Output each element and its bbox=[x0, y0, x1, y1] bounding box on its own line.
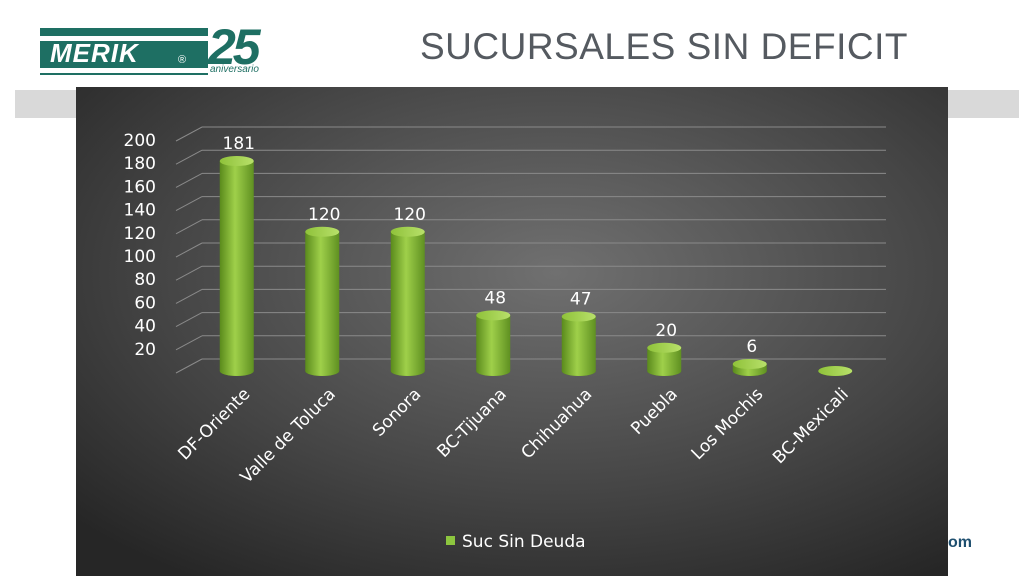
y-tick-label: 140 bbox=[124, 201, 156, 221]
data-label: 6 bbox=[746, 337, 757, 357]
grid-line bbox=[175, 172, 203, 188]
bar bbox=[561, 316, 596, 371]
logo-stripe bbox=[40, 68, 208, 73]
bar-bottom bbox=[305, 366, 340, 376]
data-label: 48 bbox=[484, 288, 506, 308]
bar bbox=[647, 347, 682, 371]
grid-line bbox=[175, 242, 203, 258]
logo-stripe bbox=[40, 36, 208, 41]
bar-top bbox=[561, 311, 596, 322]
logo-text: MERIK bbox=[50, 38, 139, 68]
bar-top bbox=[476, 310, 511, 321]
grid-line bbox=[175, 149, 203, 165]
grid-line bbox=[175, 288, 203, 304]
data-label: 120 bbox=[394, 205, 426, 225]
chart-background bbox=[76, 87, 948, 576]
data-label: 20 bbox=[655, 321, 677, 341]
y-tick-label: 100 bbox=[124, 247, 156, 267]
bar-bottom bbox=[390, 366, 425, 376]
logo-box: MERIK ® bbox=[40, 28, 208, 75]
y-tick-label: 20 bbox=[134, 340, 156, 360]
y-tick-label: 180 bbox=[124, 154, 156, 174]
bar-bottom bbox=[647, 366, 682, 376]
logo-subtitle: aniversario bbox=[210, 64, 259, 75]
legend-label: Suc Sin Deuda bbox=[462, 532, 586, 552]
y-tick-label: 200 bbox=[124, 131, 156, 151]
page-title: SUCURSALES SIN DEFICIT bbox=[420, 26, 908, 67]
bar bbox=[305, 231, 340, 371]
chart-panel: 20 40 60 80 100 120 140 160 180 200 181 120 120 48 47… bbox=[76, 87, 948, 576]
grid-line bbox=[175, 126, 203, 142]
registered-mark: ® bbox=[178, 54, 187, 66]
bar bbox=[390, 231, 425, 371]
bar-top bbox=[732, 359, 767, 370]
grid-line bbox=[175, 265, 203, 281]
y-tick-label: 40 bbox=[134, 317, 156, 337]
bar-bottom bbox=[219, 366, 254, 376]
logo-number: 25 bbox=[208, 19, 261, 75]
y-tick-label: 160 bbox=[124, 177, 156, 197]
bar-bottom bbox=[476, 366, 511, 376]
data-label: 120 bbox=[308, 205, 340, 225]
bar-bottom bbox=[561, 366, 596, 376]
bar-top bbox=[647, 342, 682, 353]
bar bbox=[476, 315, 511, 371]
footer-text: om bbox=[948, 534, 972, 551]
grid-line bbox=[175, 312, 203, 328]
merik-logo: MERIK ® 25 aniversario bbox=[40, 19, 272, 78]
legend-swatch bbox=[446, 536, 455, 545]
grid-line bbox=[175, 335, 203, 351]
bar bbox=[219, 161, 254, 371]
y-tick-label: 60 bbox=[134, 293, 156, 313]
y-tick-label: 80 bbox=[134, 270, 156, 290]
data-label: 181 bbox=[223, 134, 255, 154]
bar-top bbox=[818, 366, 853, 376]
bar-bottom bbox=[732, 366, 767, 376]
grid-line bbox=[175, 219, 203, 235]
bar-top bbox=[390, 226, 425, 237]
data-label: 47 bbox=[570, 289, 592, 309]
bar-chart: 20 40 60 80 100 120 140 160 180 200 181 120 120 48 47… bbox=[76, 87, 948, 576]
grid-line bbox=[175, 196, 203, 212]
y-tick-label: 120 bbox=[124, 224, 156, 244]
bar-top bbox=[219, 156, 254, 167]
bar-top bbox=[305, 226, 340, 237]
grid-line bbox=[175, 358, 203, 374]
